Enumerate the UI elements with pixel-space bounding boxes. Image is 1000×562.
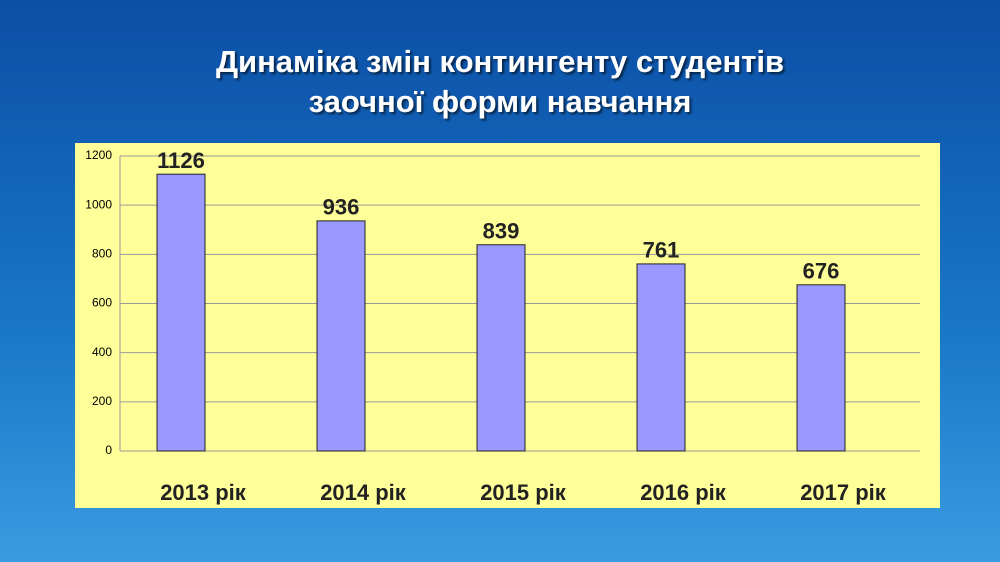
value-label: 676	[803, 259, 840, 284]
bar	[156, 173, 206, 452]
value-label: 936	[323, 195, 360, 220]
x-tick-label: 2017 рік	[800, 480, 887, 505]
bar	[796, 284, 846, 452]
x-tick-label: 2015 рік	[480, 480, 567, 505]
bar	[636, 263, 686, 452]
y-tick-label: 800	[92, 247, 112, 261]
y-tick-label: 0	[105, 443, 112, 457]
title-line: заочної форми навчання	[309, 84, 692, 119]
value-label: 1126	[157, 148, 205, 173]
y-tick-label: 600	[92, 296, 112, 310]
y-tick-label: 200	[92, 394, 112, 408]
value-label: 839	[483, 219, 520, 244]
bar	[476, 244, 526, 452]
x-tick-label: 2016 рік	[640, 480, 727, 505]
title-line: Динаміка змін контингенту студентів	[216, 44, 784, 79]
y-tick-label: 1200	[85, 148, 112, 162]
x-tick-label: 2014 рік	[320, 480, 407, 505]
value-label: 761	[643, 238, 680, 263]
y-tick-label: 1000	[85, 197, 112, 211]
y-tick-label: 400	[92, 345, 112, 359]
x-tick-label: 2013 рік	[160, 480, 247, 505]
bar	[316, 220, 366, 452]
